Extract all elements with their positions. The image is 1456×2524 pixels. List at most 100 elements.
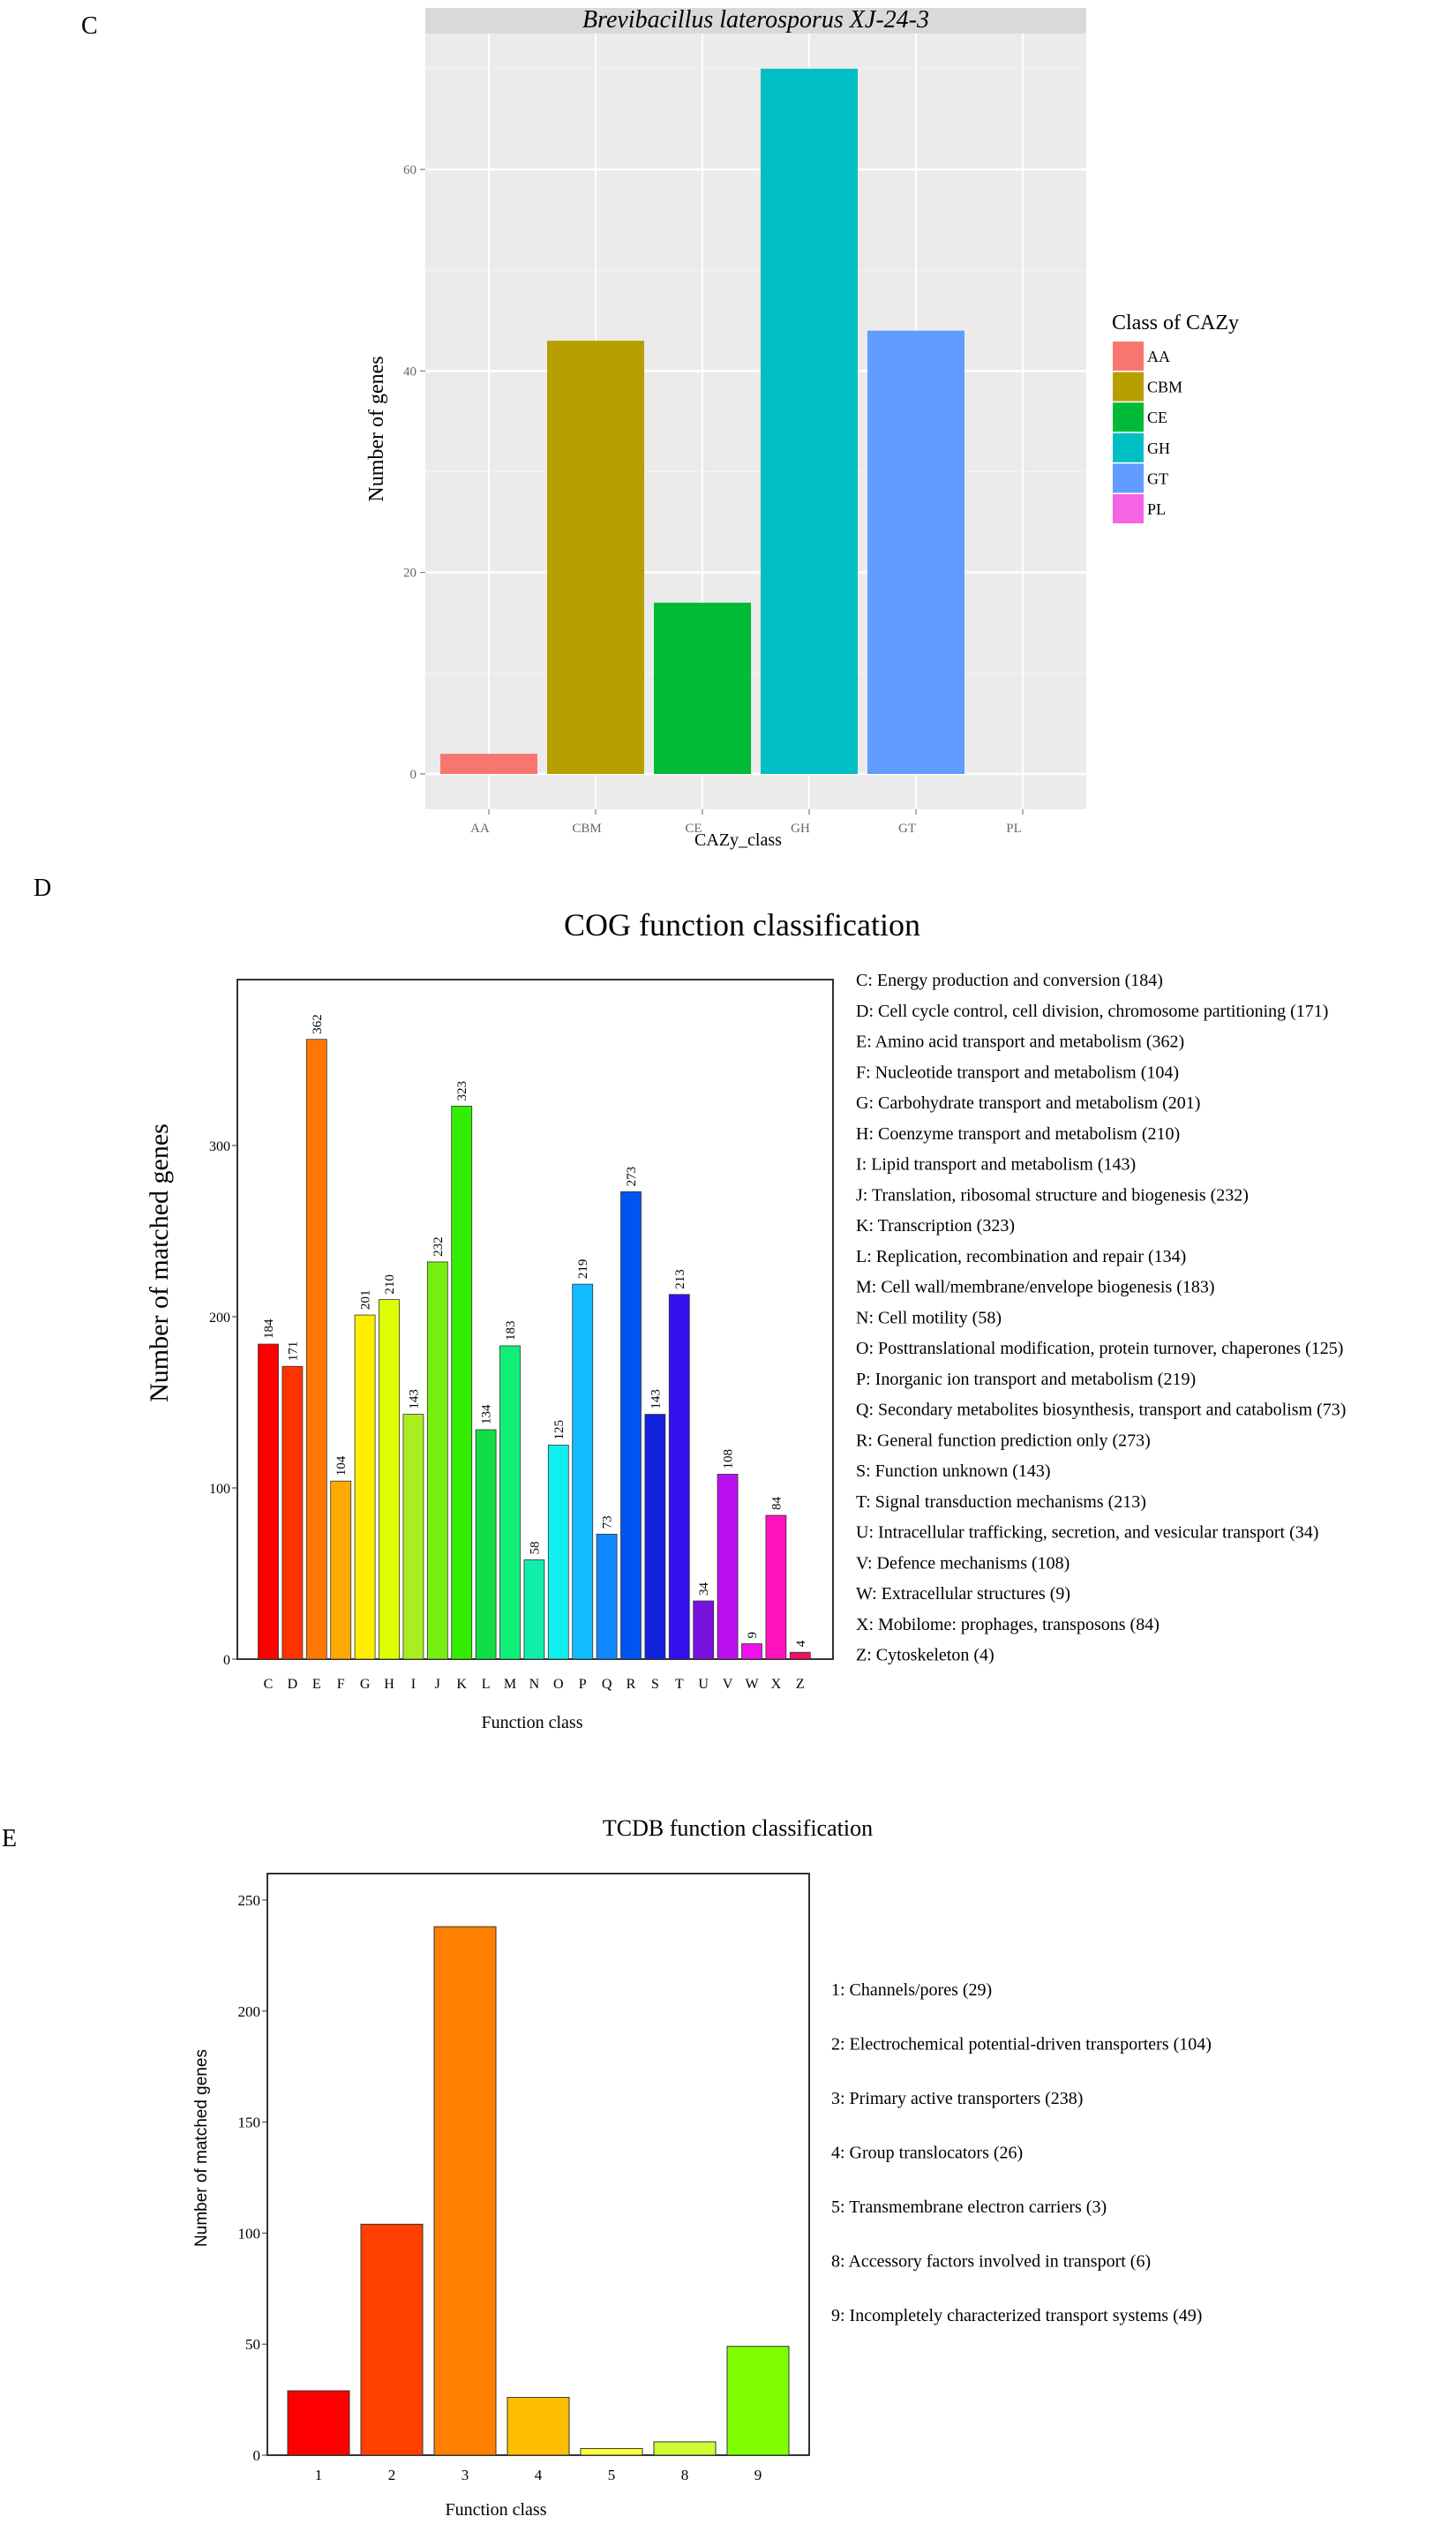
bar-I — [402, 1414, 424, 1660]
cog-chart: COG function classification 0 100 200 300 184… — [145, 907, 1346, 1732]
bar-D — [281, 1365, 304, 1660]
y-axis-title: Number of matched genes — [145, 1123, 174, 1402]
legend-entry: P: Inorganic ion transport and metabolis… — [856, 1370, 1196, 1389]
bar-Z — [789, 1651, 811, 1660]
cazy-chart: Brevibacillus laterosporus XJ-24-3 0 20 40 6… — [365, 6, 1239, 850]
bar-AA — [440, 754, 537, 774]
bar-value-label: 73 — [601, 1515, 615, 1529]
legend-entry: I: Lipid transport and metabolism (143) — [856, 1155, 1136, 1175]
x-tick-label: O — [553, 1677, 564, 1692]
legend-label: CBM — [1147, 379, 1182, 396]
bar-GT — [867, 330, 964, 774]
bar-value-label: 273 — [625, 1167, 639, 1187]
legend-entry: V: Defence mechanisms (108) — [856, 1553, 1069, 1573]
x-tick-label: 2 — [388, 2467, 396, 2483]
y-tick-label: 250 — [238, 1892, 261, 1909]
x-tick-label: GT — [898, 822, 916, 836]
bar-5 — [580, 2447, 643, 2456]
legend-entry: 1: Channels/pores (29) — [831, 1980, 992, 2000]
x-tick-label: I — [411, 1677, 416, 1692]
legend-label: GT — [1147, 469, 1168, 487]
bar-value-label: 58 — [528, 1541, 542, 1554]
x-tick-label: GH — [791, 822, 810, 836]
bar-F — [330, 1480, 352, 1660]
bar-value-label: 362 — [311, 1014, 325, 1034]
bar-value-label: 171 — [286, 1341, 300, 1362]
legend-entry: L: Replication, recombination and repair… — [856, 1247, 1186, 1266]
x-tick-label: K — [456, 1677, 467, 1692]
bar-X — [765, 1514, 787, 1660]
bar-T — [668, 1294, 690, 1660]
legend-entry: 3: Primary active transporters (238) — [831, 2089, 1083, 2108]
bar-value-label: 213 — [673, 1269, 687, 1289]
x-tick-label: PL — [1006, 822, 1022, 836]
bar-O — [547, 1445, 569, 1660]
bar-value-label: 323 — [455, 1081, 469, 1101]
legend-entry: 5: Transmembrane electron carriers (3) — [831, 2197, 1107, 2217]
legend-entry: O: Posttranslational modification, prote… — [856, 1339, 1343, 1358]
x-tick-label: Q — [602, 1677, 612, 1692]
bar-E — [305, 1039, 327, 1660]
legend-entry: 9: Incompletely characterized transport … — [831, 2306, 1202, 2325]
bar-value-label: 104 — [334, 1455, 349, 1476]
bar-CBM — [547, 341, 644, 774]
bar-S — [644, 1414, 666, 1660]
bar-W — [741, 1643, 762, 1660]
x-tick-label: CE — [685, 822, 702, 836]
bar-value-label: 4 — [794, 1640, 808, 1647]
legend-label: CE — [1147, 409, 1167, 426]
tcdb-chart: TCDB function classification 0 50 100 150 200… — [192, 1815, 1212, 2520]
panel-label-e: E — [2, 1825, 17, 1852]
y-tick-label: 50 — [245, 2336, 260, 2353]
y-axis-title: Number of genes — [365, 356, 388, 501]
legend-entry: W: Extracellular structures (9) — [856, 1584, 1070, 1604]
x-tick-label: H — [384, 1677, 394, 1692]
legend-entry: X: Mobilome: prophages, transposons (84) — [856, 1615, 1160, 1634]
bar-R — [620, 1191, 642, 1660]
bar-value-label: 184 — [262, 1318, 276, 1339]
legend-entry: N: Cell motility (58) — [856, 1308, 1002, 1327]
bar-value-label: 201 — [359, 1290, 373, 1311]
bar-value-label: 232 — [432, 1236, 446, 1257]
bar-CE — [654, 602, 751, 774]
bar-Q — [596, 1533, 618, 1660]
bar-value-label: 125 — [552, 1420, 567, 1440]
x-tick-label: P — [579, 1677, 587, 1692]
legend-title: Class of CAZy — [1112, 312, 1239, 334]
plot-panel — [425, 34, 1086, 809]
bar-N — [523, 1559, 545, 1660]
bar-3 — [433, 1926, 497, 2456]
x-tick-label: V — [723, 1677, 733, 1692]
x-tick-label: U — [698, 1677, 709, 1692]
legend-label: GH — [1147, 439, 1170, 457]
x-tick-label: 1 — [315, 2467, 323, 2483]
x-tick-label: C — [264, 1677, 274, 1692]
legend-key-GH — [1113, 432, 1144, 462]
x-tick-label: N — [529, 1677, 540, 1692]
bar-G — [354, 1314, 376, 1660]
bar-8 — [653, 2441, 717, 2456]
legend-entry: 2: Electrochemical potential-driven tran… — [831, 2035, 1212, 2055]
y-tick-label: 60 — [403, 163, 417, 177]
legend-key-PL — [1113, 494, 1144, 523]
x-tick-label: 5 — [608, 2467, 616, 2483]
x-tick-label: R — [627, 1677, 636, 1692]
legend-label: AA — [1147, 348, 1170, 365]
x-tick-label: 8 — [681, 2467, 689, 2483]
y-tick-label: 200 — [209, 1311, 230, 1326]
legend-entry: M: Cell wall/membrane/envelope biogenesi… — [856, 1278, 1215, 1297]
x-tick-label: W — [745, 1677, 759, 1692]
bar-value-label: 108 — [722, 1449, 736, 1469]
y-tick-label: 100 — [238, 2225, 261, 2242]
x-axis-title: CAZy_class — [694, 830, 782, 850]
legend-key-GT — [1113, 463, 1144, 493]
bar-value-label: 219 — [576, 1259, 590, 1280]
y-tick-label: 300 — [209, 1139, 230, 1154]
x-tick-label: E — [312, 1677, 321, 1692]
bar-GH — [761, 68, 858, 775]
bar-9 — [726, 2346, 790, 2456]
x-tick-label: J — [435, 1677, 440, 1692]
bar-M — [499, 1345, 521, 1660]
x-tick-label: AA — [470, 822, 490, 836]
x-tick-label: F — [337, 1677, 345, 1692]
